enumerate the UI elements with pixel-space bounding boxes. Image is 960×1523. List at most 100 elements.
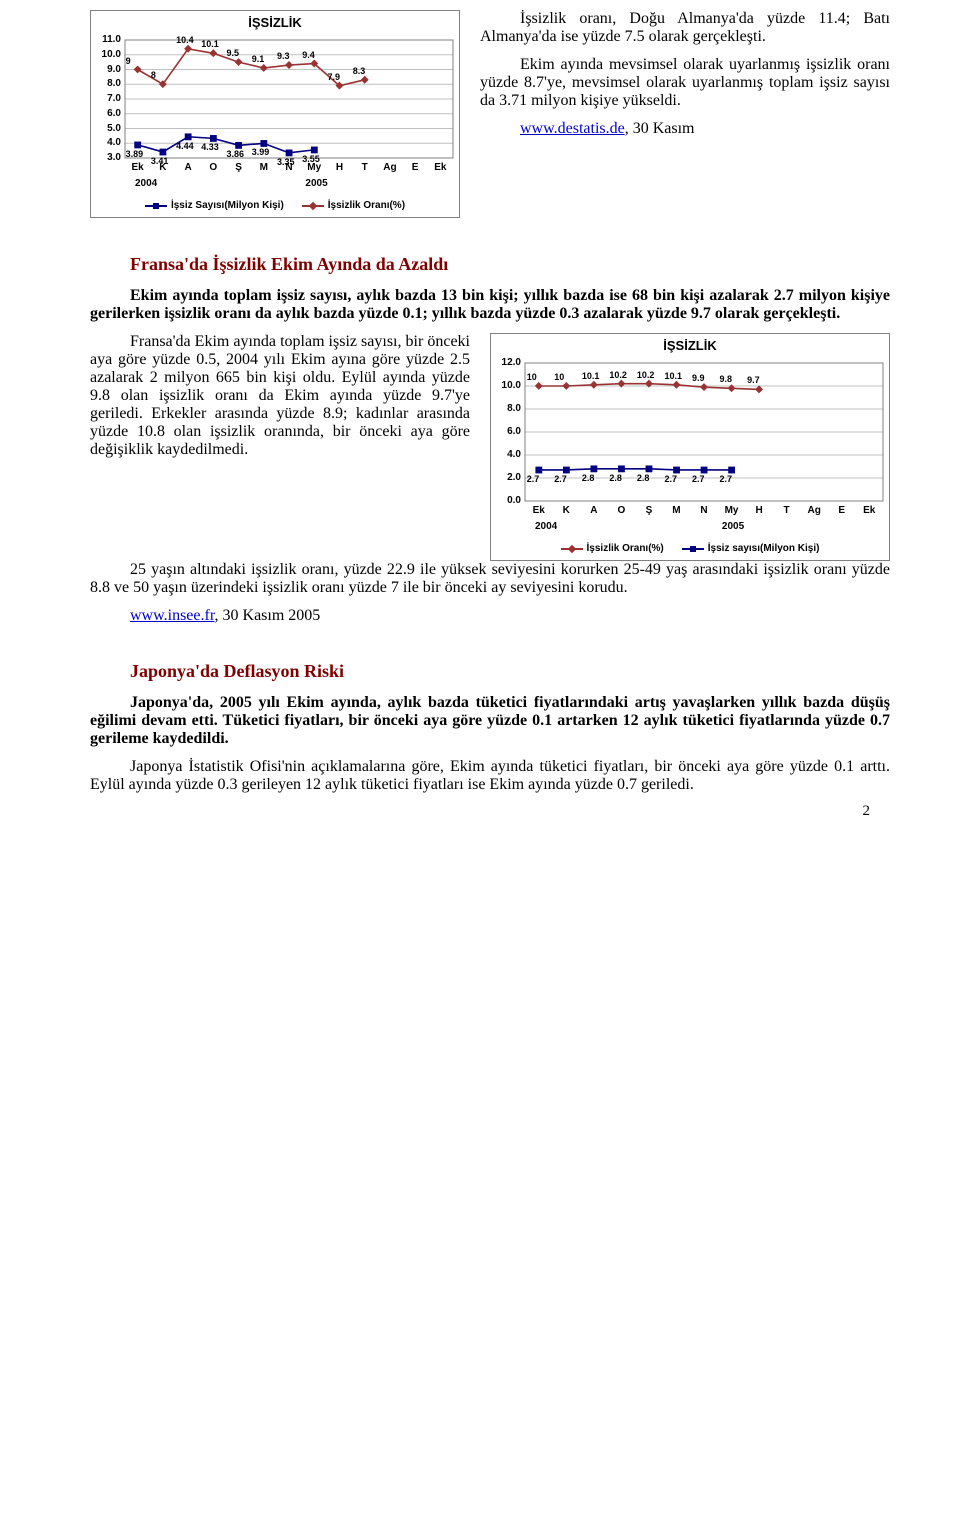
category-label: N (279, 162, 299, 173)
category-label: My (722, 505, 742, 516)
data-label: 8 (151, 70, 156, 80)
category-label: Ek (128, 162, 148, 173)
data-label: 3.99 (252, 147, 270, 157)
link-insee[interactable]: www.insee.fr (130, 607, 215, 624)
chart2-title: İŞSİZLİK (491, 334, 889, 355)
category-label: A (178, 162, 198, 173)
chart2-xaxis: EkKAOŞMNMyHTAgEEk20042005 (491, 505, 891, 539)
data-label: 2.7 (720, 474, 733, 484)
data-label: 7.9 (327, 72, 340, 82)
france-p2: Fransa'da Ekim ayında toplam işsiz sayıs… (90, 333, 470, 459)
data-label: 4.33 (201, 142, 219, 152)
category-label: Ş (639, 505, 659, 516)
data-label: 2.7 (554, 474, 567, 484)
chart2-legend: İşsizlik Oranı(%) İşsiz sayısı(Milyon Ki… (491, 539, 889, 560)
ytick-label: 11.0 (91, 34, 121, 45)
france-heading: Fransa'da İşsizlik Ekim Ayında da Azaldı (90, 254, 890, 275)
ytick-label: 10.0 (491, 380, 521, 391)
ytick-label: 7.0 (91, 93, 121, 104)
chart1-xaxis: Ek KAOŞMN My HT Ag E Ek 2004 2005 (91, 162, 461, 196)
category-label: T (777, 505, 797, 516)
chart-germany-unemployment: İŞSİZLİK 3.04.05.06.07.08.09.010.011.098… (90, 10, 460, 218)
category-label: H (329, 162, 349, 173)
ytick-label: 4.0 (91, 137, 121, 148)
category-label: E (405, 162, 425, 173)
japan-p2: Japonya İstatistik Ofisi'nin açıklamalar… (90, 758, 890, 794)
category-label: E (832, 505, 852, 516)
chart1-legend: İşsiz Sayısı(Milyon Kişi) İşsizlik Oranı… (91, 196, 459, 217)
chart1-title: İŞSİZLİK (91, 11, 459, 32)
japan-heading: Japonya'da Deflasyon Riski (90, 661, 890, 682)
ytick-label: 6.0 (91, 108, 121, 119)
chart2-plot: 0.02.04.06.08.010.012.0101010.110.210.21… (491, 355, 891, 505)
category-label: Ek (430, 162, 450, 173)
category-label: M (254, 162, 274, 173)
germany-text: İşsizlik oranı, Doğu Almanya'da yüzde 11… (480, 10, 890, 148)
category-label: K (153, 162, 173, 173)
page-number: 2 (863, 803, 871, 820)
germany-para2: Ekim ayında mevsimsel olarak uyarlanmış … (480, 56, 890, 110)
section-japan: Japonya'da Deflasyon Riski Japonya'da, 2… (90, 661, 890, 794)
data-label: 9.9 (692, 373, 705, 383)
ytick-label: 8.0 (91, 78, 121, 89)
category-label: O (203, 162, 223, 173)
data-label: 2.8 (637, 473, 650, 483)
data-label: 9 (126, 56, 131, 66)
category-label: My (304, 162, 324, 173)
germany-source: www.destatis.de, 30 Kasım (480, 120, 890, 138)
data-label: 9.8 (720, 374, 733, 384)
year-label: 2005 (305, 178, 327, 189)
category-label: Ek (859, 505, 879, 516)
france-p3: 25 yaşın altındaki işsizlik oranı, yüzde… (90, 561, 890, 597)
chart-france-unemployment: İŞSİZLİK 0.02.04.06.08.010.012.0101010.1… (490, 333, 890, 561)
germany-para1: İşsizlik oranı, Doğu Almanya'da yüzde 11… (480, 10, 890, 46)
category-label: A (584, 505, 604, 516)
france-lead: Ekim ayında toplam işsiz sayısı, aylık b… (90, 287, 890, 323)
data-label: 2.7 (664, 474, 677, 484)
category-label: Ek (529, 505, 549, 516)
data-label: 2.7 (527, 474, 540, 484)
data-label: 9.4 (302, 50, 315, 60)
category-label: O (611, 505, 631, 516)
ytick-label: 9.0 (91, 64, 121, 75)
japan-lead: Japonya'da, 2005 yılı Ekim ayında, aylık… (90, 694, 890, 748)
link-destatis[interactable]: www.destatis.de (520, 120, 625, 137)
category-label: K (556, 505, 576, 516)
category-label: N (694, 505, 714, 516)
chart1-legend-rate: İşsizlik Oranı(%) (302, 200, 405, 211)
data-label: 10 (527, 372, 537, 382)
france-col-text: Fransa'da Ekim ayında toplam işsiz sayıs… (90, 333, 470, 469)
data-label: 2.8 (582, 473, 595, 483)
data-label: 9.7 (747, 375, 760, 385)
data-label: 2.8 (609, 473, 622, 483)
category-label: M (666, 505, 686, 516)
data-label: 9.1 (252, 54, 265, 64)
category-label: Ag (804, 505, 824, 516)
data-label: 3.89 (126, 149, 144, 159)
france-source: www.insee.fr, 30 Kasım 2005 (90, 607, 890, 625)
chart1-legend-count: İşsiz Sayısı(Milyon Kişi) (145, 200, 284, 211)
ytick-label: 5.0 (91, 123, 121, 134)
data-label: 10.2 (637, 370, 655, 380)
ytick-label: 10.0 (91, 49, 121, 60)
ytick-label: 4.0 (491, 449, 521, 460)
year-label: 2004 (535, 521, 557, 532)
year-label: 2004 (135, 178, 157, 189)
data-label: 2.7 (692, 474, 705, 484)
data-label: 10.1 (664, 371, 682, 381)
data-label: 10 (554, 372, 564, 382)
section-france: Fransa'da İşsizlik Ekim Ayında da Azaldı… (90, 254, 890, 625)
category-label: H (749, 505, 769, 516)
chart1-plot: 3.04.05.06.07.08.09.010.011.09810.410.19… (91, 32, 461, 162)
ytick-label: 8.0 (491, 403, 521, 414)
category-label: Ag (380, 162, 400, 173)
data-label: 10.4 (176, 35, 194, 45)
data-label: 9.3 (277, 51, 290, 61)
ytick-label: 12.0 (491, 357, 521, 368)
chart2-legend-count: İşsiz sayısı(Milyon Kişi) (682, 543, 820, 554)
ytick-label: 2.0 (491, 472, 521, 483)
category-label: Ş (229, 162, 249, 173)
category-label: T (355, 162, 375, 173)
ytick-label: 6.0 (491, 426, 521, 437)
data-label: 10.2 (609, 370, 627, 380)
